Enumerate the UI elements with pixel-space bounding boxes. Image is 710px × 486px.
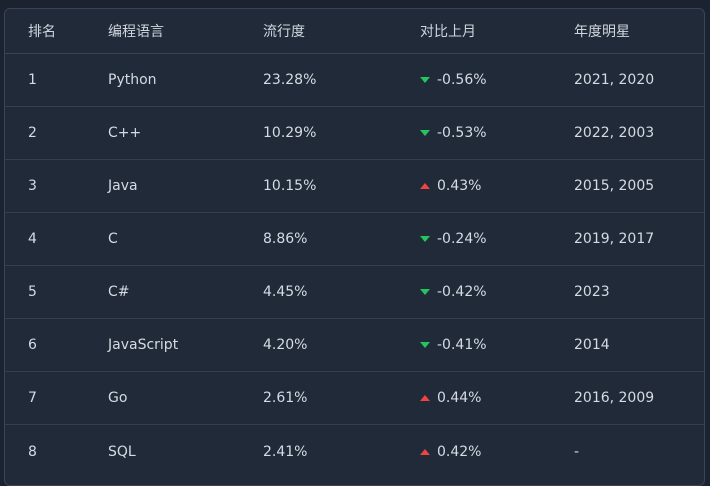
header-popularity: 流行度 [263, 24, 305, 40]
language-cell: Python [108, 72, 157, 88]
caret-down-icon [420, 77, 430, 83]
table-row: 4 C 8.86% -0.24% 2019, 2017 [5, 213, 704, 266]
change-value: 0.44% [437, 390, 482, 406]
change-cell: -0.41% [420, 337, 487, 353]
star-years-cell: - [574, 443, 580, 460]
change-cell: 0.42% [420, 444, 481, 460]
rank-cell: 6 [28, 337, 37, 353]
popularity-cell: 10.29% [263, 125, 317, 141]
caret-down-icon [420, 130, 430, 136]
caret-up-icon [420, 183, 430, 189]
rank-cell: 7 [28, 390, 37, 406]
star-years-cell: 2023 [574, 284, 610, 300]
change-value: 0.43% [437, 178, 482, 194]
popularity-cell: 2.41% [263, 443, 308, 460]
change-value: 0.42% [437, 443, 482, 460]
table-row: 8 SQL 2.41% 0.42% - [5, 425, 704, 478]
header-star-years: 年度明星 [574, 24, 630, 40]
caret-down-icon [420, 289, 430, 295]
rank-cell: 2 [28, 125, 37, 141]
caret-up-icon [420, 395, 430, 401]
change-value: -0.41% [437, 337, 487, 353]
language-cell: C [108, 231, 118, 247]
rank-cell: 3 [28, 178, 37, 194]
header-change: 对比上月 [420, 24, 476, 40]
popularity-cell: 23.28% [263, 72, 317, 88]
table-row: 3 Java 10.15% 0.43% 2015, 2005 [5, 160, 704, 213]
language-cell: JavaScript [108, 337, 179, 353]
table-row: 1 Python 23.28% -0.56% 2021, 2020 [5, 54, 704, 107]
language-cell: C++ [108, 125, 142, 141]
rank-cell: 5 [28, 284, 37, 300]
caret-up-icon [420, 448, 430, 455]
rank-cell: 8 [28, 443, 37, 460]
header-language: 编程语言 [108, 24, 164, 40]
rank-cell: 1 [28, 72, 37, 88]
star-years-cell: 2021, 2020 [574, 72, 655, 88]
popularity-cell: 4.20% [263, 337, 308, 353]
table-row: 2 C++ 10.29% -0.53% 2022, 2003 [5, 107, 704, 160]
table-row: 5 C# 4.45% -0.42% 2023 [5, 266, 704, 319]
table-row: 6 JavaScript 4.20% -0.41% 2014 [5, 319, 704, 372]
rank-cell: 4 [28, 231, 37, 247]
language-cell: SQL [108, 443, 136, 460]
star-years-cell: 2019, 2017 [574, 231, 655, 247]
change-value: -0.24% [437, 231, 487, 247]
change-cell: 0.43% [420, 178, 481, 194]
language-cell: Go [108, 390, 128, 406]
change-value: -0.42% [437, 284, 487, 300]
change-cell: -0.42% [420, 284, 487, 300]
caret-down-icon [420, 342, 430, 348]
ranking-table: 排名 编程语言 流行度 对比上月 年度明星 1 Python 23.28% -0… [4, 8, 705, 486]
star-years-cell: 2015, 2005 [574, 178, 655, 194]
change-cell: -0.53% [420, 125, 487, 141]
table-header: 排名 编程语言 流行度 对比上月 年度明星 [5, 9, 704, 54]
popularity-cell: 2.61% [263, 390, 308, 406]
header-rank: 排名 [28, 24, 56, 40]
popularity-cell: 10.15% [263, 178, 317, 194]
caret-down-icon [420, 236, 430, 242]
star-years-cell: 2016, 2009 [574, 390, 655, 406]
language-cell: Java [108, 178, 138, 194]
popularity-cell: 4.45% [263, 284, 308, 300]
language-cell: C# [108, 284, 130, 300]
change-value: -0.53% [437, 125, 487, 141]
change-cell: 0.44% [420, 390, 481, 406]
change-cell: -0.24% [420, 231, 487, 247]
change-cell: -0.56% [420, 72, 487, 88]
star-years-cell: 2014 [574, 337, 610, 353]
star-years-cell: 2022, 2003 [574, 125, 655, 141]
table-row: 7 Go 2.61% 0.44% 2016, 2009 [5, 372, 704, 425]
popularity-cell: 8.86% [263, 231, 308, 247]
change-value: -0.56% [437, 72, 487, 88]
